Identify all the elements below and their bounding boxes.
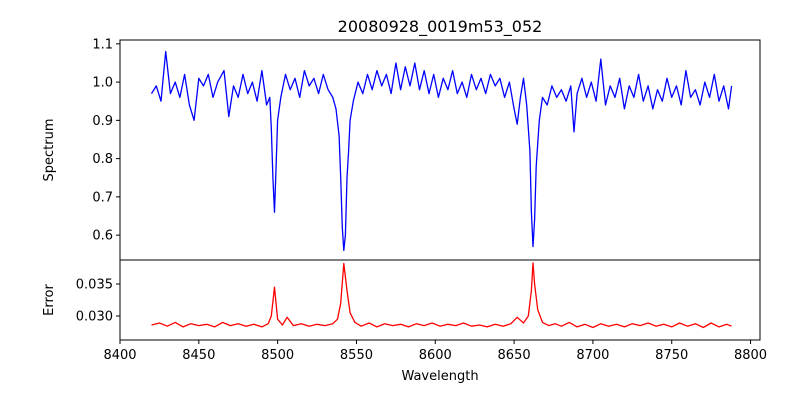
y-tick-label: 0.030 (76, 310, 113, 325)
top-panel-frame (119, 39, 761, 261)
x-tick-label: 8600 (419, 348, 452, 363)
y-tick-label: 0.8 (92, 152, 113, 167)
y-tick-label: 0.035 (76, 278, 113, 293)
x-tick-label: 8800 (734, 348, 767, 363)
chart-title: 20080928_0019m53_052 (338, 17, 543, 37)
x-tick-label: 8650 (498, 348, 531, 363)
y-tick-label: 0.6 (92, 229, 113, 244)
y-tick-label: 0.9 (92, 114, 113, 129)
x-tick-label: 8400 (103, 348, 136, 363)
top-y-axis-label: Spectrum (42, 119, 57, 182)
x-tick-label: 8550 (340, 348, 373, 363)
x-tick-label: 8450 (182, 348, 215, 363)
bottom-panel-frame (119, 259, 761, 341)
x-tick-label: 8500 (261, 348, 294, 363)
y-tick-label: 1.0 (92, 76, 113, 91)
y-tick-label: 1.1 (92, 37, 113, 52)
error-series-line (151, 262, 732, 329)
y-tick-label: 0.7 (92, 190, 113, 205)
x-tick-label: 8750 (655, 348, 688, 363)
x-tick-label: 8700 (576, 348, 609, 363)
bottom-y-axis-label: Error (42, 284, 57, 316)
spectrum-series-line (150, 50, 733, 252)
x-axis-label: Wavelength (401, 369, 478, 384)
